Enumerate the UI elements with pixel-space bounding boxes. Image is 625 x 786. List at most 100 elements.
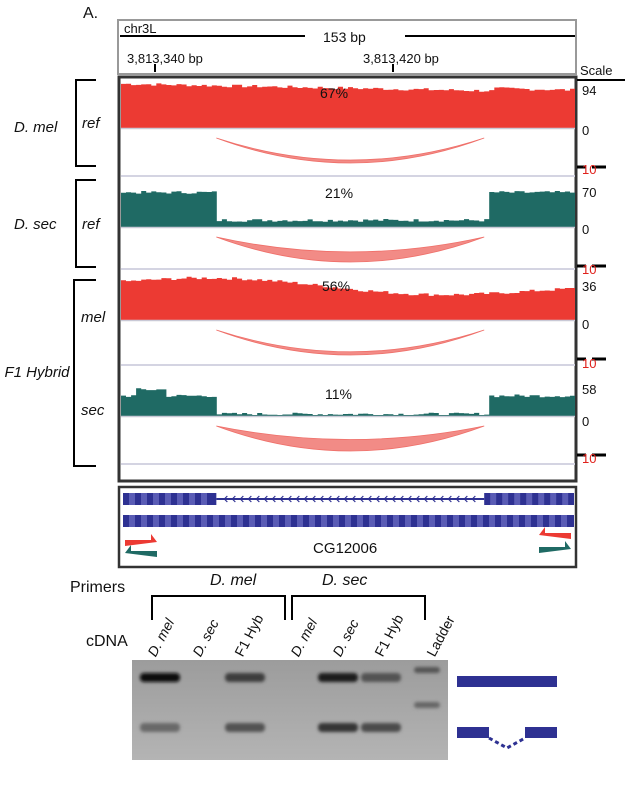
gene-intron-arrow	[255, 495, 260, 503]
primer-fwd-mel	[125, 534, 157, 546]
gene-exon-left-stripe	[201, 493, 207, 505]
gene-intron-arrow	[407, 495, 412, 503]
gene-exon-left-stripe	[165, 493, 171, 505]
gene-intron-arrow	[431, 495, 436, 503]
cdna-label: cDNA	[86, 633, 128, 650]
gel-bands-layer	[140, 667, 440, 732]
scale-max-1: 94	[582, 83, 597, 98]
junction-arc-1	[216, 137, 485, 164]
scale-min-3: 0	[582, 317, 590, 332]
gene-isoform-unspliced-stripe	[333, 515, 339, 527]
gene-intron-arrow	[263, 495, 268, 503]
ruler-chrom-label: chr3L	[124, 21, 157, 36]
gene-intron-arrow	[311, 495, 316, 503]
group-label-dsec: D. sec	[14, 216, 57, 233]
gene-exon-right-stripe	[538, 493, 545, 505]
gel-band-lower-6	[361, 723, 401, 732]
gene-layer	[123, 493, 574, 557]
gene-intron-arrow	[415, 495, 420, 503]
gene-isoform-unspliced-stripe	[261, 515, 267, 527]
primer-group-dmel: D. mel	[210, 572, 257, 589]
primer-fwd-sec	[125, 545, 157, 557]
primer-bracket-dmel	[151, 595, 286, 620]
gene-isoform-unspliced-stripe	[309, 515, 315, 527]
gene-intron-arrow	[383, 495, 388, 503]
scale-min-2: 0	[582, 222, 590, 237]
gene-exon-right-stripe	[550, 493, 557, 505]
gene-intron-arrow	[399, 495, 404, 503]
gene-intron-arrow	[439, 495, 444, 503]
gene-intron-arrow	[351, 495, 356, 503]
scale-label: Scale	[580, 63, 613, 78]
coverage-track-2	[121, 191, 575, 227]
gene-intron-arrow	[359, 495, 364, 503]
gene-name: CG12006	[313, 540, 378, 557]
gene-intron-arrow	[391, 495, 396, 503]
track-label-3: mel	[81, 309, 106, 326]
arc-scale-2: 10	[582, 262, 597, 277]
track-percent-4: 11%	[325, 386, 352, 402]
legend-unspliced-bar	[457, 676, 557, 687]
arc-scale-4: 10	[582, 451, 597, 466]
gene-intron-arrow	[223, 495, 228, 503]
gene-exon-right-stripe	[514, 493, 521, 505]
primers-label: Primers	[70, 579, 126, 596]
scale-max-3: 36	[582, 279, 597, 294]
gene-isoform-unspliced-stripe	[297, 515, 303, 527]
gene-isoform-unspliced-stripe	[177, 515, 183, 527]
gene-isoform-unspliced-stripe	[393, 515, 399, 527]
junction-arc-3	[216, 329, 485, 356]
gene-exon-right-stripe	[562, 493, 569, 505]
track-label-1: ref	[82, 115, 100, 132]
bracket-dmel	[75, 79, 96, 167]
gene-intron-arrow	[327, 495, 332, 503]
gene-intron-arrow	[295, 495, 300, 503]
gene-exon-right-stripe	[526, 493, 533, 505]
gene-exon-left-stripe	[129, 493, 135, 505]
coverage-track-1	[121, 83, 575, 128]
gel-ladder-band-1	[414, 667, 440, 673]
gene-isoform-unspliced-stripe	[465, 515, 471, 527]
gel-ladder-band-2	[414, 702, 440, 708]
ruler-pos-right: 3,813,420 bp	[363, 51, 439, 66]
tracks-layer	[121, 83, 606, 465]
gene-exon-right-stripe	[490, 493, 497, 505]
gene-isoform-unspliced-stripe	[273, 515, 279, 527]
gene-intron-arrow	[271, 495, 276, 503]
gene-intron-arrow	[231, 495, 236, 503]
gene-isoform-unspliced-stripe	[357, 515, 363, 527]
gene-intron-arrow	[303, 495, 308, 503]
group-label-f1-text: F1 Hybrid	[4, 364, 70, 381]
gene-isoform-unspliced-stripe	[489, 515, 495, 527]
track-percent-3: 56%	[322, 278, 351, 294]
ruler-box	[117, 19, 577, 75]
gene-intron-arrow	[247, 495, 252, 503]
group-label-f1: F1 Hybrid	[4, 362, 70, 383]
coverage-track-4	[121, 388, 575, 416]
scale-min-4: 0	[582, 414, 590, 429]
gene-intron-arrow	[463, 495, 468, 503]
gene-intron-arrow	[343, 495, 348, 503]
gene-isoform-unspliced-stripe	[201, 515, 207, 527]
scale-max-2: 70	[582, 185, 597, 200]
gene-isoform-unspliced-stripe	[189, 515, 195, 527]
gene-exon-left-stripe	[189, 493, 195, 505]
primer-bracket-dsec	[291, 595, 426, 620]
track-percent-2: 21%	[325, 185, 354, 201]
gene-isoform-unspliced-stripe	[561, 515, 567, 527]
panel-label: A.	[83, 5, 99, 22]
gene-exon-left-stripe	[153, 493, 159, 505]
gene-isoform-unspliced-stripe	[321, 515, 327, 527]
gene-intron-arrow	[367, 495, 372, 503]
gene-intron-arrow	[239, 495, 244, 503]
ruler-pos-left: 3,813,340 bp	[127, 51, 203, 66]
junction-arc-2	[216, 236, 485, 263]
track-label-2: ref	[82, 216, 100, 233]
gene-isoform-unspliced-stripe	[225, 515, 231, 527]
legend-spliced-exon-left	[457, 727, 489, 738]
gel-legend	[457, 676, 557, 750]
gene-exon-left-stripe	[177, 493, 183, 505]
scale-max-4: 58	[582, 382, 597, 397]
gene-intron-arrow	[335, 495, 340, 503]
